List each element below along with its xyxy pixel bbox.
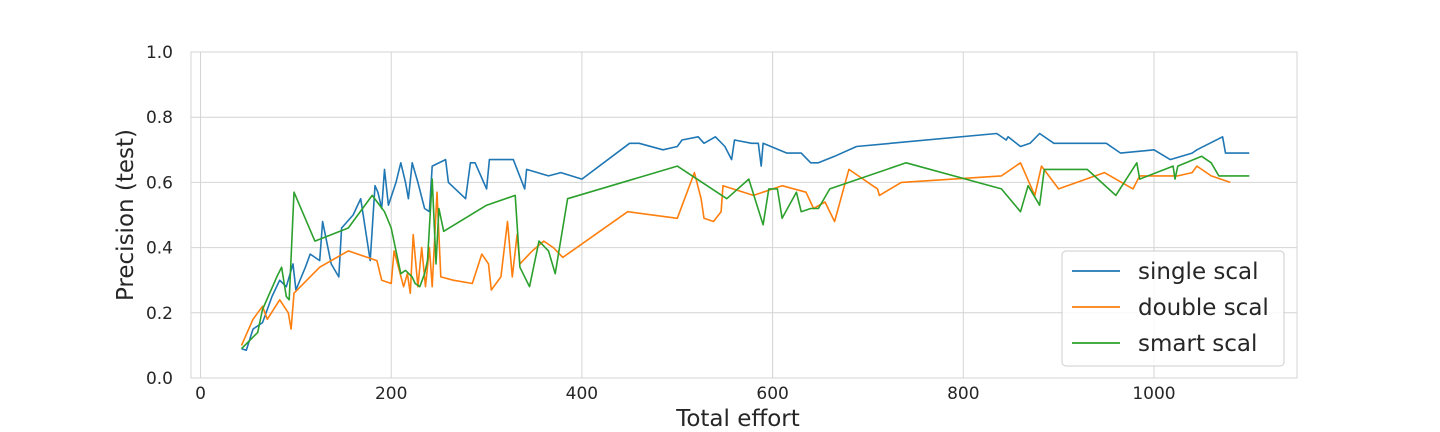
x-tick-label: 800 [947,384,979,404]
y-tick-label: 0.8 [146,108,173,128]
x-tick-label: 600 [756,384,788,404]
y-tick-label: 0.4 [146,239,173,259]
y-tick-label: 0.6 [146,173,173,193]
series-lines [240,132,1250,352]
legend-label: single scal [1138,259,1259,285]
x-tick-label: 400 [566,384,598,404]
x-tick-label: 1000 [1132,384,1175,404]
y-tick-label: 0.2 [146,304,173,324]
x-axis-label: Total effort [675,406,800,432]
x-tick-label: 200 [375,384,407,404]
y-tick-label: 0.0 [146,369,173,389]
y-axis-label: Precision (test) [113,129,139,301]
legend: single scal double scal smart scal [1061,250,1285,367]
legend-label: double scal [1138,295,1269,321]
y-tick-label: 1.0 [146,43,173,63]
series-line-0 [241,132,1250,352]
x-tick-label: 0 [195,384,206,404]
series-line-2 [240,155,1250,350]
plot-frame [190,51,1298,379]
legend-box [1061,250,1285,367]
legend-label: smart scal [1138,331,1257,357]
x-tick-labels: 0 200 400 600 800 1000 [195,384,1175,404]
series-line-1 [240,162,1231,346]
y-tick-labels: 0.0 0.2 0.4 0.6 0.8 1.0 [146,43,173,389]
